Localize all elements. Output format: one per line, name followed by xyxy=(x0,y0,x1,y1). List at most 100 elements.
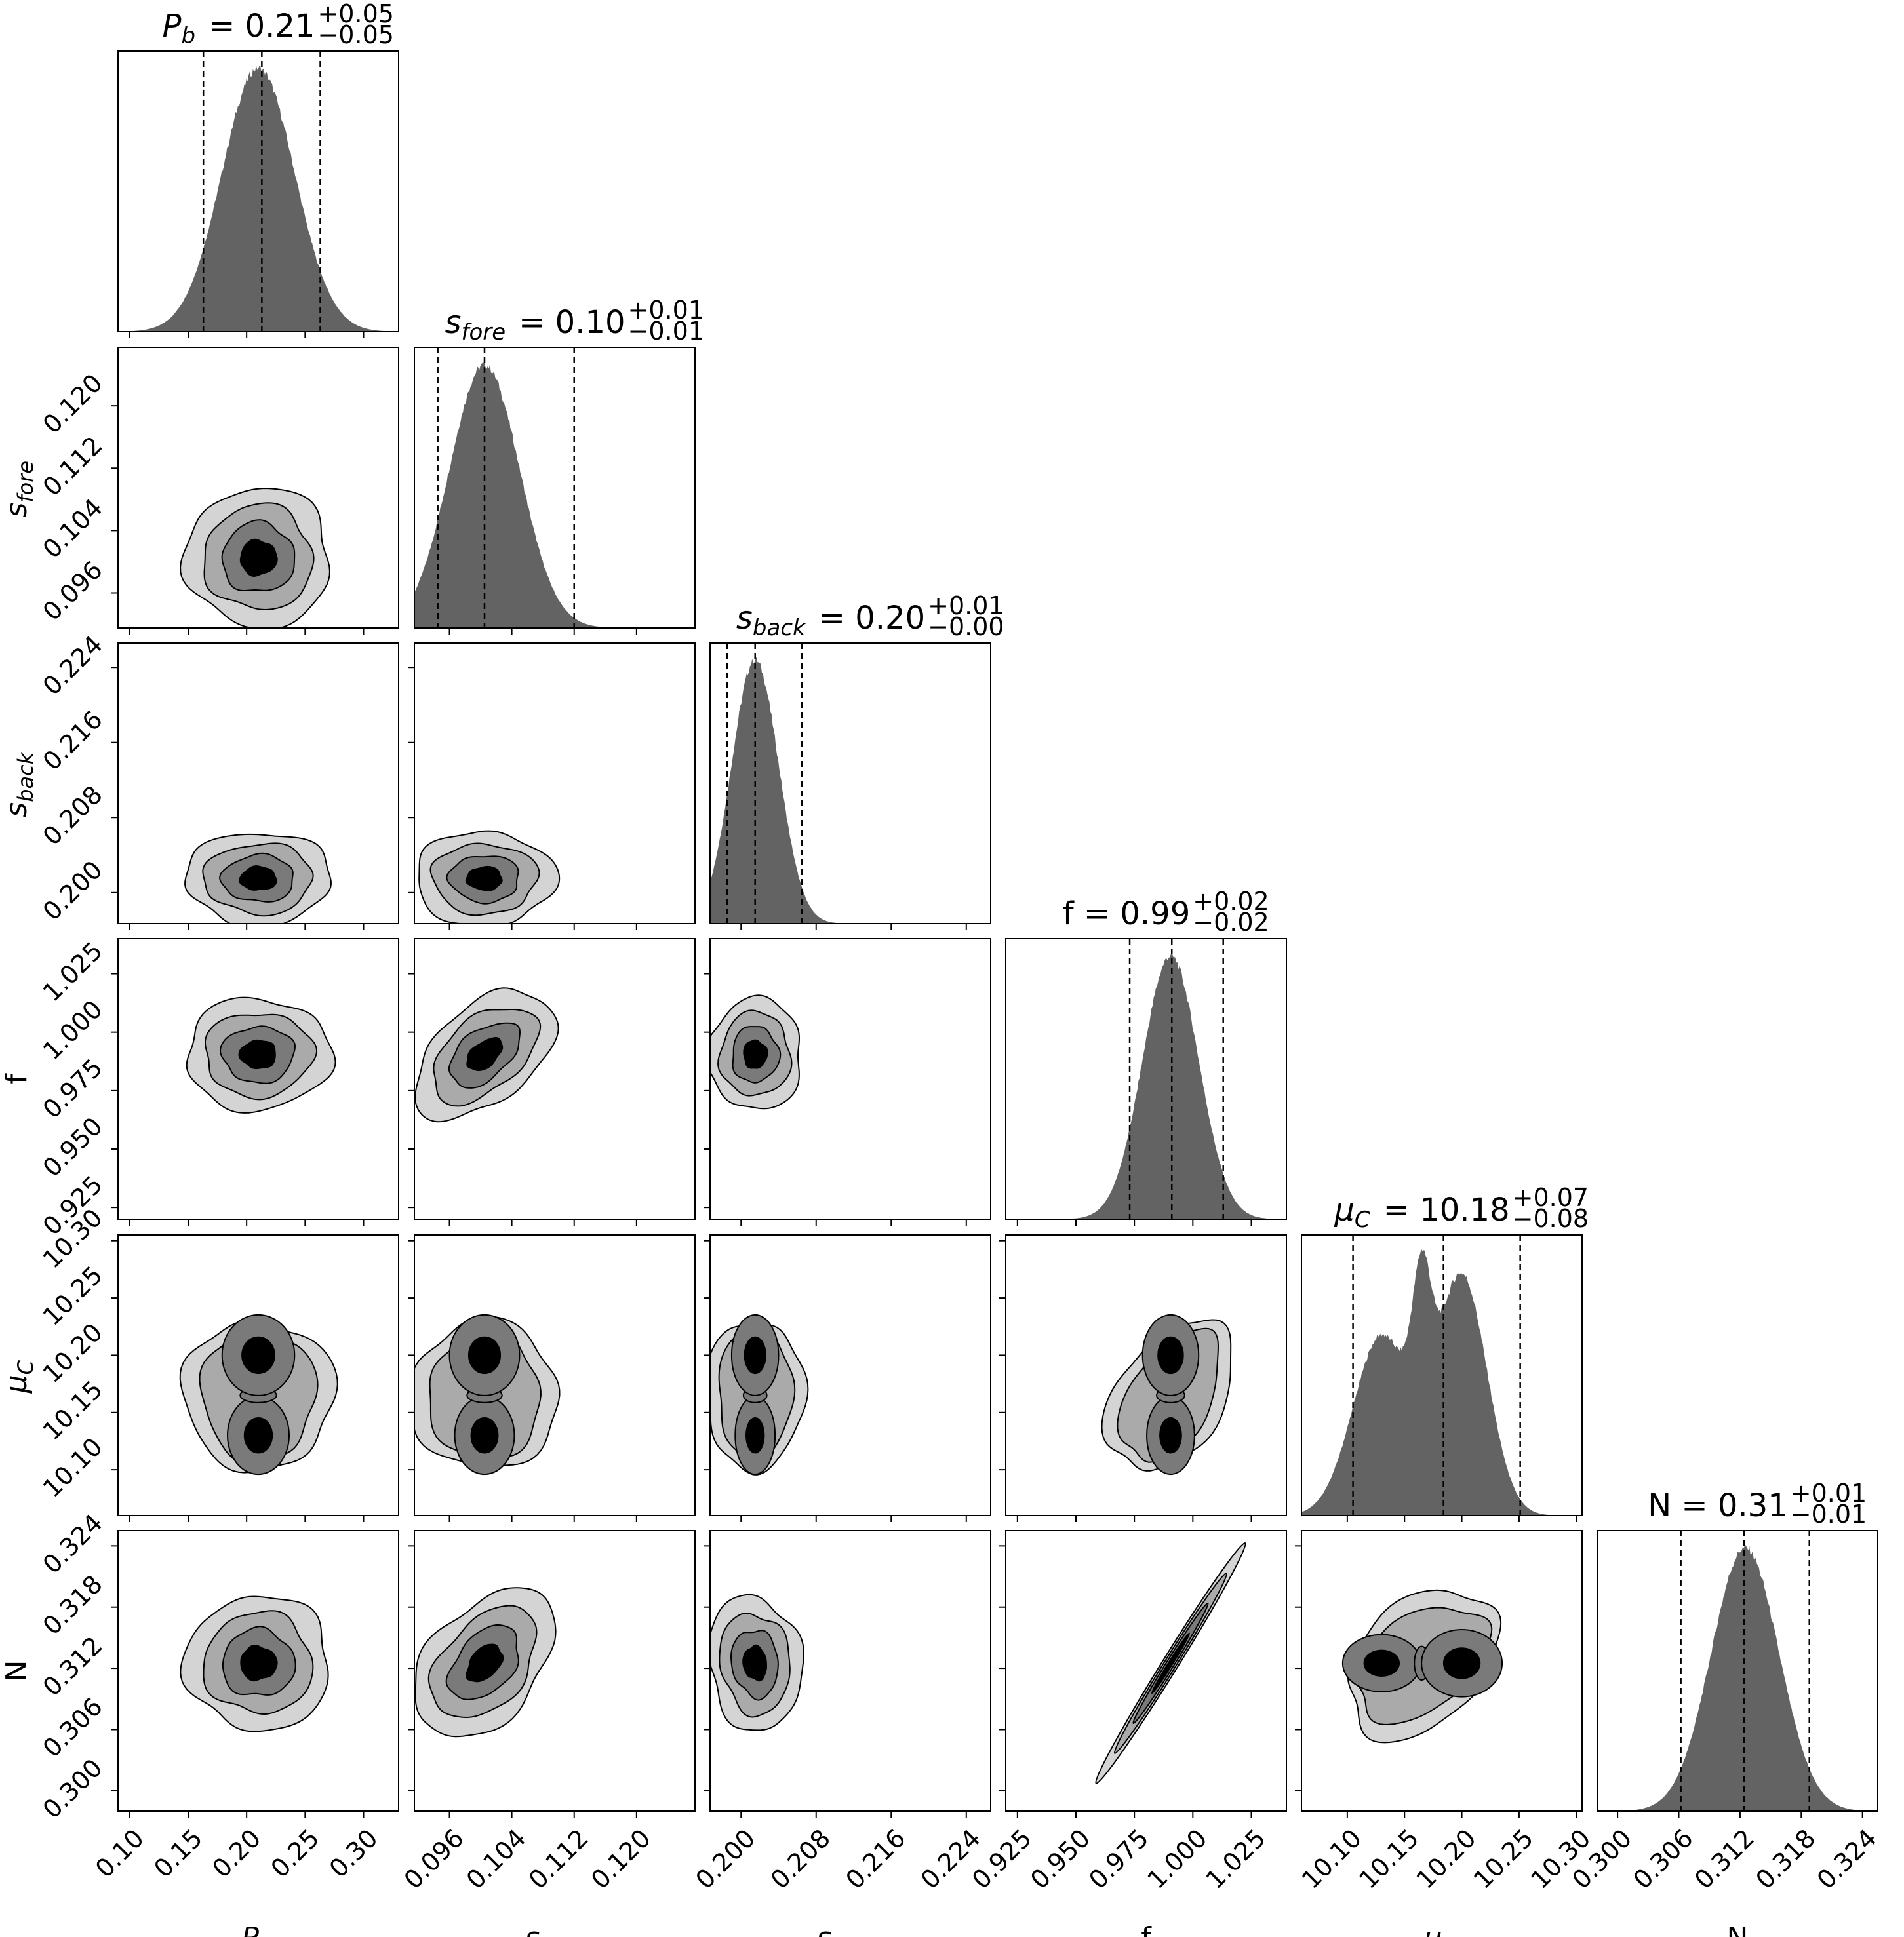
x-tick-label-N: 0.318 xyxy=(1750,1824,1821,1894)
plot-area xyxy=(710,643,991,924)
plot-area xyxy=(710,1314,809,1476)
title-sfore: sfore = 0.10 xyxy=(445,304,625,345)
title-sback: sback = 0.20 xyxy=(736,600,925,641)
x-tick-label-Pb: 0.30 xyxy=(324,1824,384,1883)
panel-frame xyxy=(117,1234,399,1516)
x-tick-label-N: 0.306 xyxy=(1628,1824,1699,1894)
x-tick-label-sfore: 0.120 xyxy=(585,1824,656,1894)
title-plus-error: +0.01 xyxy=(928,591,1004,620)
y-tick-label-f: 1.025 xyxy=(37,936,108,1007)
y-tick-label-sback: 0.224 xyxy=(37,630,108,701)
param-symbol: μ xyxy=(1334,1192,1355,1228)
x-tick-label-f: 1.000 xyxy=(1141,1824,1212,1894)
plot-area xyxy=(414,1587,557,1738)
plot-area xyxy=(180,488,330,628)
param-symbol: N xyxy=(0,1660,33,1682)
title-minus-error: −0.00 xyxy=(928,612,1004,641)
x-axis-label-N: N xyxy=(1727,1921,1749,1937)
x-tick-label-sback: 0.200 xyxy=(690,1824,761,1894)
x-tick-label-muC: 10.10 xyxy=(1296,1824,1367,1894)
param-subscript: b xyxy=(259,1934,272,1937)
plot-area xyxy=(710,994,801,1110)
panel-frame xyxy=(414,347,696,629)
contour-panel-Pb-N xyxy=(111,1530,399,1818)
y-tick-label-sfore: 0.112 xyxy=(37,431,108,501)
x-tick-label-sfore: 0.112 xyxy=(523,1824,594,1894)
param-subscript: C xyxy=(1355,1207,1370,1233)
title-plus-error: +0.02 xyxy=(1193,887,1269,916)
contour-panel-sfore-f xyxy=(408,938,696,1226)
y-tick-label-sback: 0.200 xyxy=(37,855,108,926)
param-subscript: b xyxy=(181,23,195,49)
panel-frame xyxy=(414,642,696,924)
contour-level-3 xyxy=(465,865,503,891)
y-axis-label-f: f xyxy=(0,1073,33,1084)
y-tick-label-sback: 0.216 xyxy=(37,705,108,776)
contour-mode-0-level-3 xyxy=(243,1417,273,1454)
contour-level-3 xyxy=(466,1037,504,1071)
x-tick-label-f: 0.975 xyxy=(1083,1824,1154,1894)
title-minus-error: −0.08 xyxy=(1513,1204,1589,1233)
param-symbol: P xyxy=(241,1921,259,1937)
contour-panel-sback-muC xyxy=(704,1234,991,1522)
x-tick-label-f: 0.950 xyxy=(1025,1824,1096,1894)
x-tick-label-sback: 0.216 xyxy=(840,1824,911,1894)
panel-frame xyxy=(1005,1530,1287,1812)
x-tick-label-Pb: 0.25 xyxy=(266,1824,325,1883)
contour-panel-f-muC xyxy=(999,1234,1287,1522)
x-axis-label-f: f xyxy=(1141,1921,1152,1937)
panel-frame xyxy=(1597,1530,1878,1812)
contour-panel-f-N xyxy=(999,1530,1287,1818)
param-subscript: back xyxy=(831,1934,883,1937)
contour-panel-Pb-f xyxy=(111,938,399,1226)
title-plus-error: +0.05 xyxy=(317,0,393,28)
title-minus-error: −0.01 xyxy=(1791,1500,1867,1529)
plot-area xyxy=(180,1595,329,1732)
y-tick-label-f: 0.975 xyxy=(37,1053,108,1124)
title-Pb: Pb = 0.21 xyxy=(163,8,315,49)
histogram-N xyxy=(1597,1544,1878,1811)
param-symbol: s xyxy=(736,600,753,636)
spacer xyxy=(272,1921,275,1937)
x-tick-label-sfore: 0.104 xyxy=(461,1824,532,1894)
param-symbol: s xyxy=(816,1921,831,1937)
param-symbol: μ xyxy=(1423,1921,1442,1937)
x-tick-label-N: 0.312 xyxy=(1689,1824,1760,1894)
y-tick-label-muC: 10.25 xyxy=(37,1261,108,1331)
contour-panel-sback-f xyxy=(704,938,991,1226)
x-tick-label-muC: 10.20 xyxy=(1411,1824,1482,1894)
contour-mode-0-level-3 xyxy=(1363,1649,1400,1677)
title-minus-error: −0.05 xyxy=(317,20,393,49)
panel-frame xyxy=(117,1530,399,1812)
spacer xyxy=(0,1358,33,1360)
y-tick-label-muC: 10.10 xyxy=(37,1432,108,1503)
panel-frame xyxy=(1005,1234,1287,1516)
contour-mode-2-level-3 xyxy=(744,1336,766,1375)
y-tick-label-N: 0.306 xyxy=(37,1692,108,1763)
param-subscript: back xyxy=(13,751,38,802)
title-f: f = 0.99 xyxy=(1063,895,1191,932)
title-minus-error: −0.01 xyxy=(628,317,704,345)
spacer xyxy=(881,1921,884,1937)
x-tick-label-Pb: 0.10 xyxy=(90,1824,149,1883)
plot-area xyxy=(179,1314,338,1476)
contour-level-3 xyxy=(238,1039,276,1070)
param-symbol: f xyxy=(0,1073,33,1084)
contour-level-3 xyxy=(239,538,278,577)
panel-frame xyxy=(709,1234,991,1516)
histogram-sfore xyxy=(414,361,695,628)
x-tick-label-sback: 0.208 xyxy=(765,1824,836,1894)
contour-mode-0-level-3 xyxy=(470,1417,499,1454)
histogram-panel-muC xyxy=(1301,1234,1583,1522)
plot-area xyxy=(1095,1542,1246,1784)
contour-level-3 xyxy=(239,865,277,891)
contour-panel-sback-N xyxy=(704,1530,991,1818)
title-N: N = 0.31 xyxy=(1648,1487,1788,1524)
x-tick-label-Pb: 0.15 xyxy=(148,1824,208,1883)
contour-panel-Pb-sback xyxy=(111,642,399,930)
histogram-sback xyxy=(710,657,991,924)
y-tick-label-sfore: 0.104 xyxy=(37,493,108,564)
spacer xyxy=(1457,1921,1459,1937)
y-tick-label-sback: 0.208 xyxy=(37,780,108,851)
param-subscript: fore xyxy=(540,1934,582,1937)
